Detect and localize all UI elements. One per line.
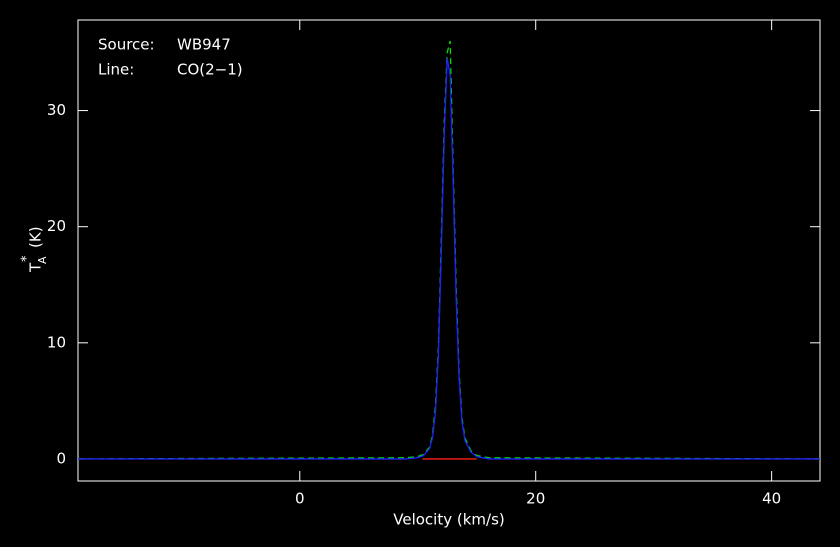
- x-tick-label: 20: [526, 490, 545, 508]
- y-label-unit: (K): [27, 226, 45, 248]
- spectrum-line: [77, 40, 821, 460]
- y-tick-label: 20: [47, 217, 66, 235]
- plot-frame: [77, 19, 821, 482]
- y-axis-label: T A * (K): [20, 226, 50, 273]
- spectrum-line: [78, 58, 820, 460]
- annotation-key: Source:: [98, 36, 155, 54]
- y-label-sub: A: [36, 256, 49, 264]
- y-label-main: T: [27, 262, 45, 273]
- annotation-value: CO(2−1): [177, 61, 243, 79]
- x-tick-label: 0: [295, 490, 305, 508]
- x-axis-label: Velocity (km/s): [393, 511, 504, 529]
- y-label-sup: *: [20, 255, 35, 262]
- y-tick-label: 0: [56, 449, 66, 467]
- annotation-key: Line:: [98, 61, 134, 79]
- annotation-value: WB947: [177, 36, 231, 54]
- x-tick-label: 40: [762, 490, 781, 508]
- y-tick-label: 30: [47, 101, 66, 119]
- y-tick-label: 10: [47, 333, 66, 351]
